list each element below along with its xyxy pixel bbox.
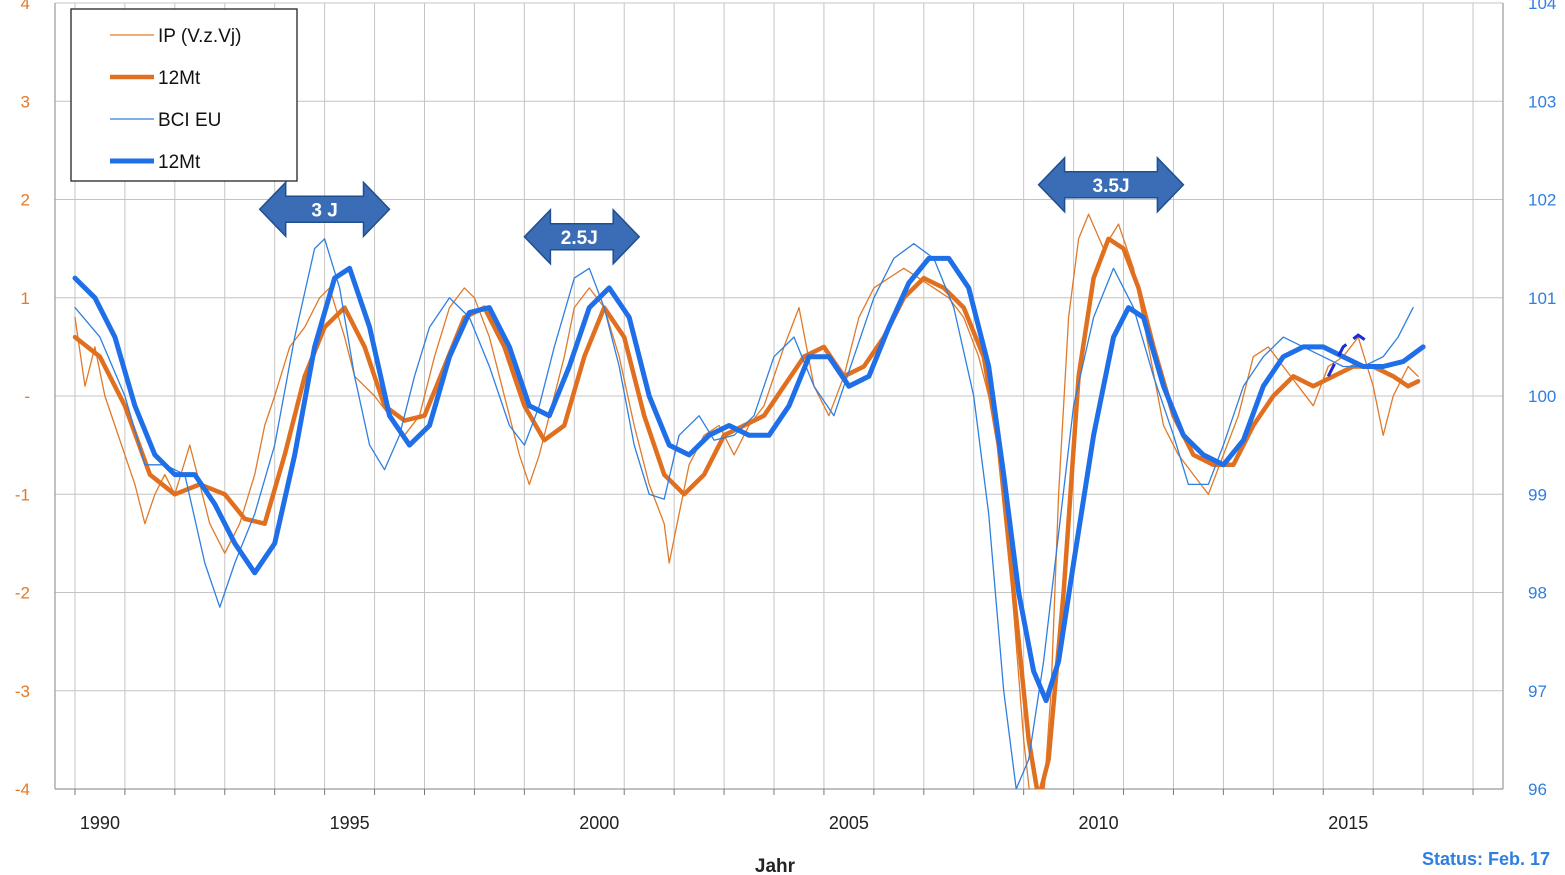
y-right-tick-label: 96 (1528, 780, 1547, 799)
series-group (72, 213, 1426, 789)
y-right-tick-label: 104 (1528, 0, 1556, 13)
y-left-tick-label: 3 (21, 92, 30, 111)
y-right-tick-label: 100 (1528, 387, 1556, 406)
legend: IP (V.z.Vj) 12Mt BCI EU 12Mt (70, 8, 298, 182)
y-right-tick-label: 97 (1528, 682, 1547, 701)
y-right-tick-label: 99 (1528, 485, 1547, 504)
forecast-dashed-curve (1326, 333, 1370, 377)
x-tick-label: 2015 (1328, 813, 1368, 833)
interval-arrow-label: 3 J (311, 200, 337, 221)
status-text: Status: Feb. 17 (1422, 849, 1550, 869)
x-tick-label: 2005 (829, 813, 869, 833)
y-left-tick-label: 4 (21, 0, 30, 13)
y-right-tick-label: 98 (1528, 584, 1547, 603)
legend-label: 12Mt (158, 68, 201, 89)
x-tick-label: 2010 (1079, 813, 1119, 833)
y-right-tick-label: 102 (1528, 191, 1556, 210)
y-right-tick-label: 103 (1528, 92, 1556, 111)
y-left-tick-label: 2 (21, 191, 30, 210)
axes: 4 3 2 1 - -1 -2 -3 -4 104 103 102 101 100 99 98 97 96 1990… (15, 0, 1557, 833)
y-left-tick-label: - (24, 387, 30, 406)
x-tick-label: 1990 (80, 813, 120, 833)
interval-arrow (1037, 155, 1185, 214)
legend-label: IP (V.z.Vj) (158, 26, 241, 47)
y-left-tick-label: -1 (15, 485, 30, 504)
interval-arrow-label: 2.5J (561, 228, 598, 249)
y-left-tick-label: 1 (21, 289, 30, 308)
y-left-tick-label: -3 (15, 682, 30, 701)
y-left-tick-label: -4 (15, 780, 30, 799)
legend-label: BCI EU (158, 110, 221, 131)
legend-label: 12Mt (158, 152, 201, 173)
series-bci-eu-line (74, 238, 1414, 789)
x-axis-label: Jahr (755, 856, 796, 875)
legend-box (70, 8, 298, 182)
y-right-tick-label: 101 (1528, 289, 1556, 308)
series-bci-12mt-line (72, 255, 1426, 704)
x-tick-label: 2000 (579, 813, 619, 833)
interval-arrow-label: 3.5J (1093, 176, 1130, 197)
interval-arrow (523, 207, 641, 266)
series-ip-12mt-line (72, 236, 1421, 789)
series-ip-line (74, 213, 1419, 789)
x-tick-label: 1995 (330, 813, 370, 833)
annotations: 3 J 2.5J 3.5J (258, 155, 1185, 266)
interval-arrow (258, 180, 391, 239)
y-left-tick-label: -2 (15, 584, 30, 603)
